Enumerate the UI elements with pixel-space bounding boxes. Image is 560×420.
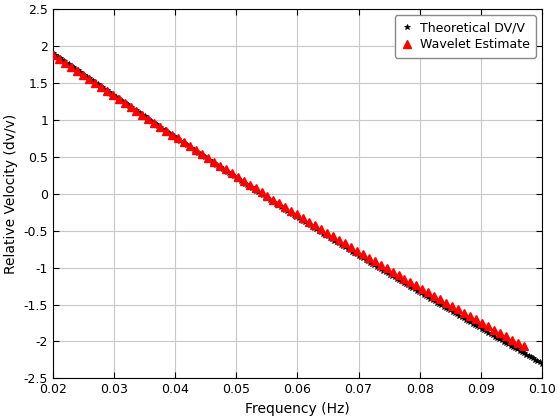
Wavelet Estimate: [520, 344, 527, 349]
Wavelet Estimate: [371, 259, 378, 264]
Theoretical DV/V: [184, 143, 190, 148]
Wavelet Estimate: [50, 52, 57, 58]
Line: Wavelet Estimate: Wavelet Estimate: [49, 51, 528, 350]
Y-axis label: Relative Velocity (dv/v): Relative Velocity (dv/v): [4, 114, 18, 274]
Line: Theoretical DV/V: Theoretical DV/V: [50, 51, 545, 366]
Wavelet Estimate: [335, 237, 342, 242]
Wavelet Estimate: [258, 190, 265, 195]
Theoretical DV/V: [193, 149, 199, 154]
Theoretical DV/V: [311, 226, 318, 231]
Theoretical DV/V: [50, 51, 57, 56]
Theoretical DV/V: [478, 326, 485, 331]
Theoretical DV/V: [463, 317, 469, 322]
Wavelet Estimate: [353, 248, 360, 253]
Theoretical DV/V: [487, 331, 494, 336]
Wavelet Estimate: [466, 314, 473, 319]
Wavelet Estimate: [330, 234, 337, 239]
Legend: Theoretical DV/V, Wavelet Estimate: Theoretical DV/V, Wavelet Estimate: [395, 16, 536, 58]
X-axis label: Frequency (Hz): Frequency (Hz): [245, 402, 350, 416]
Theoretical DV/V: [539, 361, 545, 366]
